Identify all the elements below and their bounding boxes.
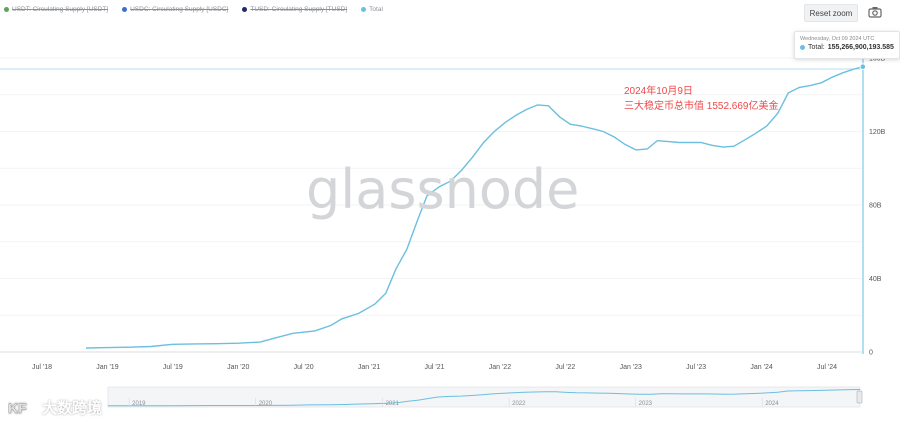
x-axis: Jul '18 Jan '19 Jul '19 Jan '20 Jul '20 Jan '… bbox=[32, 364, 837, 371]
x-tick-label: Jan '19 bbox=[96, 364, 118, 371]
x-tick-label: Jan '21 bbox=[358, 364, 380, 371]
legend-item-usdt[interactable]: USDT: Circulating Supply [USDT] bbox=[4, 6, 108, 13]
navigator-label: 2024 bbox=[765, 401, 779, 407]
legend-dot-usdc bbox=[122, 7, 128, 12]
legend-label: Total bbox=[369, 6, 383, 13]
legend-label: TUSD: Circulating Supply [TUSD] bbox=[250, 6, 348, 13]
legend-dot-total bbox=[361, 7, 367, 12]
annotation-date: 2024年10月9日 bbox=[624, 86, 693, 97]
watermark: glassnode bbox=[306, 158, 580, 221]
navigator-label: 2022 bbox=[512, 401, 526, 407]
legend-label: USDT: Circulating Supply [USDT] bbox=[12, 6, 109, 13]
svg-text:KF: KF bbox=[8, 400, 27, 416]
y-tick-label: 40B bbox=[869, 276, 882, 283]
x-tick-label: Jul '23 bbox=[686, 364, 706, 371]
y-tick-label: 0 bbox=[869, 350, 873, 357]
x-tick-label: Jul '21 bbox=[424, 364, 444, 371]
navigator-series bbox=[107, 389, 861, 407]
brand-watermark: KF 大数跨境 bbox=[8, 397, 102, 418]
kf-logo-icon: KF bbox=[8, 399, 37, 416]
x-tick-label: Jan '22 bbox=[489, 364, 511, 371]
y-tick-label: 160B bbox=[869, 56, 886, 63]
reset-zoom-button[interactable]: Reset zoom bbox=[804, 4, 858, 22]
tooltip-dot bbox=[800, 45, 805, 50]
x-tick-label: Jan '24 bbox=[750, 364, 772, 371]
x-tick-label: Jul '19 bbox=[163, 364, 183, 371]
x-tick-label: Jul '20 bbox=[294, 364, 314, 371]
tooltip-series: Total: bbox=[808, 44, 825, 51]
legend-item-tusd[interactable]: TUSD: Circulating Supply [TUSD] bbox=[242, 6, 347, 13]
tooltip-row: Total: 155,266,900,193.585 bbox=[800, 44, 894, 51]
legend-label: USDC: Circulating Supply [USDC] bbox=[130, 6, 229, 13]
gridlines bbox=[0, 57, 862, 353]
navigator-label: 2021 bbox=[386, 401, 400, 407]
legend-item-total[interactable]: Total bbox=[361, 6, 383, 13]
annotation-text: 三大稳定币总市值 1552.669亿美金 bbox=[624, 101, 779, 112]
navigator-label: 2019 bbox=[132, 401, 146, 407]
tooltip-date: Wednesday, Oct 09 2024 UTC bbox=[800, 36, 875, 42]
series-line-total bbox=[85, 66, 863, 349]
legend: USDT: Circulating Supply [USDT] USDC: Ci… bbox=[4, 6, 383, 13]
navigator-track[interactable] bbox=[107, 386, 861, 408]
legend-item-usdc[interactable]: USDC: Circulating Supply [USDC] bbox=[122, 6, 228, 13]
brand-text: 大数跨境 bbox=[42, 400, 103, 417]
x-tick-label: Jul '24 bbox=[817, 364, 837, 371]
navigator-labels: 2019 2020 2021 2022 2023 2024 bbox=[128, 398, 779, 407]
navigator-label: 2020 bbox=[259, 401, 273, 407]
y-tick-label: 120B bbox=[869, 129, 886, 136]
legend-dot-usdt bbox=[4, 7, 9, 12]
navigator-label: 2023 bbox=[639, 401, 653, 407]
y-tick-label: 80B bbox=[869, 203, 882, 210]
camera-icon[interactable] bbox=[868, 5, 882, 19]
tooltip: Wednesday, Oct 09 2024 UTC Total: 155,26… bbox=[794, 31, 900, 59]
hover-point bbox=[859, 63, 867, 70]
tooltip-value: 155,266,900,193.585 bbox=[827, 44, 894, 51]
y-axis: 0 40B 80B 120B 160B bbox=[869, 56, 886, 357]
x-tick-label: Jan '23 bbox=[620, 364, 642, 371]
x-tick-label: Jan '20 bbox=[227, 364, 249, 371]
legend-dot-tusd bbox=[242, 7, 248, 12]
x-tick-label: Jul '22 bbox=[555, 364, 575, 371]
navigator-handle-right[interactable] bbox=[856, 390, 863, 404]
x-tick-label: Jul '18 bbox=[32, 364, 52, 371]
